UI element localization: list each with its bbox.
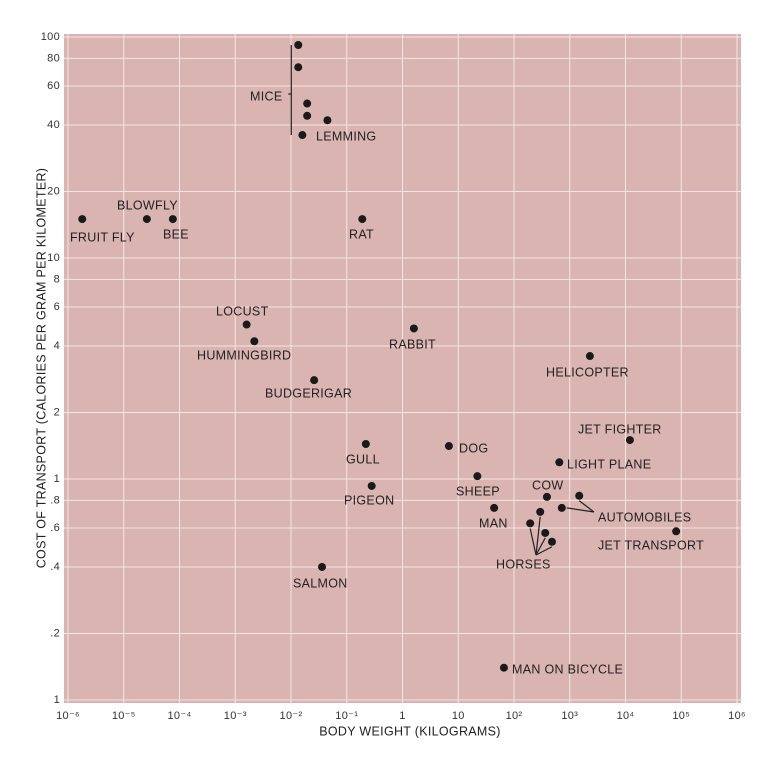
point-label: JET TRANSPORT — [598, 538, 704, 552]
point — [323, 116, 332, 125]
x-tick-label: 10⁻¹ — [335, 710, 358, 722]
y-tick-label: 8 — [54, 273, 60, 285]
y-tick-label: 40 — [47, 119, 60, 131]
x-tick-label: 10⁴ — [617, 710, 635, 722]
y-tick-label: 6 — [54, 301, 60, 313]
x-tick-label: 1 — [399, 710, 405, 722]
point — [526, 519, 535, 528]
point — [298, 131, 307, 140]
point-label: COW — [532, 478, 563, 492]
y-tick-label: 2 — [54, 406, 60, 418]
leader — [566, 500, 595, 513]
point — [318, 562, 327, 571]
x-tick-label: 10⁻⁵ — [112, 710, 136, 722]
point-label: PIGEON — [344, 493, 394, 507]
point — [672, 527, 681, 536]
point — [367, 481, 376, 490]
point — [78, 215, 87, 224]
point — [541, 528, 550, 537]
point — [444, 442, 453, 451]
point-label: BLOWFLY — [117, 198, 178, 212]
point — [361, 440, 370, 449]
point-label: SALMON — [293, 576, 348, 590]
point — [303, 111, 312, 120]
y-tick-label: 80 — [47, 52, 60, 64]
point-label: HUMMINGBIRD — [197, 348, 291, 362]
x-tick-label: 10⁶ — [728, 710, 746, 722]
point-label: FRUIT FLY — [70, 230, 135, 244]
y-tick-label: 1 — [54, 473, 60, 485]
point-label: MAN — [479, 516, 508, 530]
point-label: JET FIGHTER — [578, 422, 662, 436]
point-label: HORSES — [496, 557, 551, 571]
point-label: DOG — [459, 441, 488, 455]
point-label: LOCUST — [216, 304, 269, 318]
point — [555, 458, 564, 467]
point — [242, 320, 251, 329]
point-label: AUTOMOBILES — [598, 510, 691, 524]
point — [294, 63, 303, 72]
point — [557, 503, 566, 512]
leader — [535, 546, 553, 556]
point-label: GULL — [346, 452, 380, 466]
y-axis-label: COST OF TRANSPORT (CALORIES PER GRAM PER… — [34, 168, 48, 569]
x-tick-label: 10⁻⁴ — [168, 710, 192, 722]
point — [142, 215, 151, 224]
y-tick-label: 1 — [54, 694, 60, 706]
point — [542, 492, 551, 501]
point — [547, 537, 556, 546]
leader — [535, 537, 546, 556]
point-label: RAT — [349, 227, 374, 241]
point — [625, 436, 634, 445]
point — [575, 491, 584, 500]
y-tick-label: 100 — [41, 31, 60, 43]
point — [294, 41, 303, 50]
point-label: LIGHT PLANE — [567, 457, 651, 471]
point — [585, 352, 594, 361]
point — [536, 507, 545, 516]
leader — [535, 516, 541, 556]
y-tick-label: 4 — [54, 340, 60, 352]
y-tick-label: 10 — [47, 252, 60, 264]
point-label: BEE — [163, 227, 189, 241]
y-tick-label: 60 — [47, 80, 60, 92]
leader — [529, 528, 537, 556]
point — [499, 663, 508, 672]
point — [490, 503, 499, 512]
y-tick-label: .6 — [50, 522, 60, 534]
x-tick-label: 10 — [452, 710, 465, 722]
x-tick-label: 10⁻³ — [224, 710, 247, 722]
x-axis-label: BODY WEIGHT (KILOGRAMS) — [319, 724, 500, 738]
x-tick-label: 10⁻⁶ — [56, 710, 80, 722]
point — [310, 376, 319, 385]
point — [409, 324, 418, 333]
point-label: SHEEP — [456, 484, 500, 498]
point-label: MICE — [250, 89, 282, 103]
point — [358, 215, 367, 224]
bracket — [288, 45, 292, 136]
y-tick-label: .4 — [50, 561, 60, 573]
point-label: MAN ON BICYCLE — [512, 662, 623, 676]
y-tick-label: 20 — [47, 185, 60, 197]
point-label: RABBIT — [389, 337, 436, 351]
point — [168, 215, 177, 224]
point-label: LEMMING — [316, 129, 376, 143]
x-tick-label: 10² — [506, 710, 523, 722]
y-tick-label: .2 — [50, 627, 60, 639]
point — [473, 472, 482, 481]
point-label: BUDGERIGAR — [265, 386, 352, 400]
point-label: HELICOPTER — [546, 365, 629, 379]
y-tick-label: .8 — [50, 494, 60, 506]
x-tick-label: 10⁵ — [672, 710, 690, 722]
point — [250, 337, 259, 346]
x-tick-label: 10³ — [561, 710, 578, 722]
point — [303, 99, 312, 108]
x-tick-label: 10⁻² — [280, 710, 303, 722]
